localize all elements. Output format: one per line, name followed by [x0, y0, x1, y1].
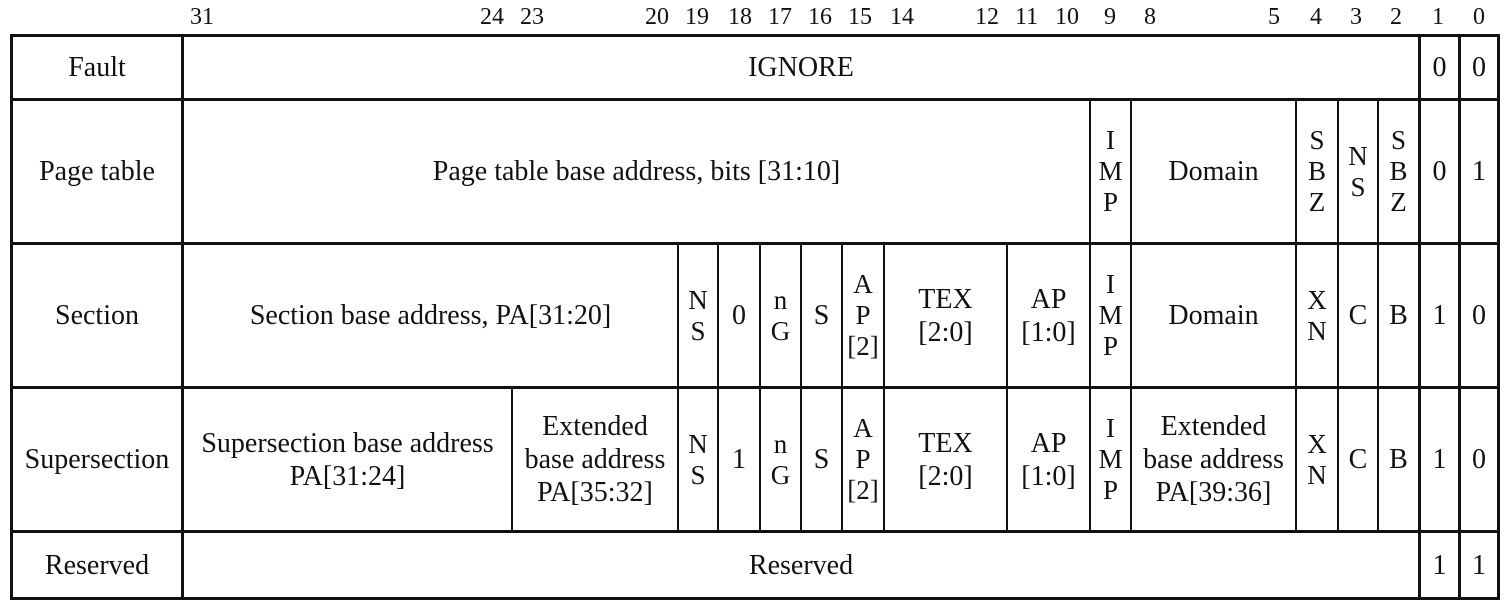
row-divider: [10, 242, 1500, 245]
column-divider: [1377, 98, 1379, 533]
bit-number: 24: [480, 4, 504, 30]
column-divider: [1089, 98, 1091, 533]
bit-number: 0: [1473, 4, 1485, 30]
section-ng-field: n G: [770, 284, 791, 346]
row-divider: [10, 386, 1500, 389]
section-c-field: C: [1348, 300, 1368, 331]
bit-number: 31: [190, 4, 214, 30]
column-divider: [841, 242, 843, 533]
fault-ignore-field: IGNORE: [748, 52, 854, 83]
bit-number: 5: [1268, 4, 1280, 30]
section-domain-field: Domain: [1168, 300, 1259, 331]
row-label-page-table: Page table: [39, 156, 155, 187]
page-table-sbz-field: S B Z: [1389, 125, 1408, 217]
supersection-base-field: Supersection base address PA[31:24]: [201, 427, 494, 492]
supersection-extended-base-high-field: Extended base address PA[35:32]: [524, 411, 666, 508]
bit-number: 10: [1055, 4, 1079, 30]
section-tex-field: TEX [2:0]: [918, 283, 973, 348]
bit-number: 15: [848, 4, 872, 30]
row-label-reserved: Reserved: [44, 549, 150, 581]
reserved-bit1: 1: [1432, 549, 1447, 581]
reserved-field: Reserved: [748, 549, 854, 581]
bit-number: 9: [1104, 4, 1116, 30]
supersection-bit1: 1: [1432, 444, 1447, 475]
page-table-imp-field: I M P: [1098, 125, 1123, 217]
reserved-bit0: 1: [1472, 549, 1486, 581]
supersection-ng-field: n G: [770, 428, 791, 490]
supersection-xn-field: X N: [1307, 428, 1327, 490]
section-b-field: B: [1389, 300, 1408, 331]
row-divider: [10, 530, 1500, 533]
fault-bit0: 0: [1472, 52, 1486, 83]
column-divider: [1337, 98, 1339, 533]
row-divider: [10, 98, 1500, 101]
section-base-field: Section base address, PA[31:20]: [249, 300, 612, 331]
page-table-domain-field: Domain: [1168, 156, 1259, 187]
bit-number: 12: [975, 4, 999, 30]
column-divider: [1418, 34, 1421, 600]
bit-number: 19: [685, 4, 709, 30]
section-bit0: 0: [1472, 300, 1486, 331]
bit-number: 8: [1144, 4, 1156, 30]
section-xn-field: X N: [1307, 284, 1327, 346]
column-divider: [717, 242, 719, 533]
bit-number: 14: [890, 4, 914, 30]
column-divider: [800, 242, 802, 533]
bit-number: 2: [1390, 4, 1402, 30]
row-label-supersection: Supersection: [24, 444, 170, 475]
supersection-imp-field: I M P: [1098, 413, 1123, 505]
row-label-fault: Fault: [68, 52, 126, 83]
section-bit18: 0: [732, 300, 746, 331]
supersection-c-field: C: [1348, 444, 1368, 475]
column-divider: [883, 242, 885, 533]
supersection-extended-base-low-field: Extended base address PA[39:36]: [1143, 411, 1284, 508]
bit-number: 3: [1350, 4, 1362, 30]
column-divider: [181, 34, 184, 600]
column-divider: [1130, 98, 1132, 533]
section-ns-field: N S: [688, 284, 708, 346]
supersection-b-field: B: [1389, 444, 1408, 475]
page-table-sbz-field: S B Z: [1307, 125, 1326, 217]
bit-number: 18: [728, 4, 752, 30]
page-table-bit0: 1: [1472, 156, 1486, 187]
column-divider: [1006, 242, 1008, 533]
supersection-ap-field: AP [1:0]: [1021, 427, 1076, 492]
bit-number: 4: [1310, 4, 1322, 30]
bit-number: 20: [645, 4, 669, 30]
supersection-bit18: 1: [732, 444, 746, 475]
column-divider: [759, 242, 761, 533]
column-divider: [1458, 34, 1461, 600]
page-table-bit1: 0: [1432, 156, 1447, 187]
fault-bit1: 0: [1432, 52, 1447, 83]
row-label-section: Section: [55, 300, 139, 331]
supersection-ns-field: N S: [688, 428, 708, 490]
section-s-field: S: [813, 300, 830, 331]
column-divider: [677, 242, 679, 533]
page-table-ns-field: N S: [1348, 140, 1368, 202]
supersection-tex-field: TEX [2:0]: [918, 427, 973, 492]
bit-number: 1: [1432, 4, 1444, 30]
bit-number: 17: [768, 4, 792, 30]
section-imp-field: I M P: [1098, 269, 1123, 361]
section-bit1: 1: [1432, 300, 1447, 331]
section-ap2-field: A P [2]: [847, 269, 879, 361]
supersection-s-field: S: [813, 444, 830, 475]
column-divider: [511, 386, 513, 533]
descriptor-table: [10, 34, 1500, 600]
bit-number: 16: [808, 4, 832, 30]
bit-number: 11: [1015, 4, 1039, 30]
bit-number: 23: [520, 4, 544, 30]
column-divider: [1295, 98, 1297, 533]
section-ap-field: AP [1:0]: [1021, 283, 1076, 348]
page-table-base-field: Page table base address, bits [31:10]: [432, 156, 841, 187]
supersection-ap2-field: A P [2]: [847, 413, 879, 505]
supersection-bit0: 0: [1472, 444, 1486, 475]
